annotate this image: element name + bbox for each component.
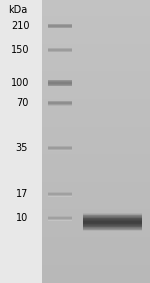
Bar [0, 0, 42, 283]
Bar [83, 213, 142, 214]
Bar [83, 219, 142, 220]
Bar [83, 222, 142, 223]
Bar [83, 229, 142, 230]
Bar [83, 221, 142, 222]
Text: 70: 70 [16, 98, 28, 108]
Bar [83, 227, 142, 228]
Bar [83, 216, 142, 217]
Bar [48, 84, 72, 85]
Bar [48, 80, 72, 81]
Bar [48, 81, 72, 82]
Bar [83, 225, 142, 226]
Text: 210: 210 [11, 21, 29, 31]
Bar [83, 226, 142, 227]
Bar [83, 218, 142, 219]
Bar [42, 0, 150, 283]
Bar [83, 214, 142, 215]
Text: 150: 150 [11, 45, 29, 55]
Bar [48, 82, 72, 83]
Bar [48, 83, 72, 84]
Bar [83, 215, 142, 216]
Bar [48, 86, 72, 87]
Bar [83, 224, 142, 225]
Text: 17: 17 [16, 189, 28, 199]
Bar [83, 223, 142, 224]
Bar [83, 220, 142, 221]
Text: 35: 35 [16, 143, 28, 153]
Bar [83, 228, 142, 229]
Bar [83, 230, 142, 231]
Bar [48, 85, 72, 86]
Text: kDa: kDa [8, 5, 28, 15]
Text: 10: 10 [16, 213, 28, 223]
Bar [83, 217, 142, 218]
Text: 100: 100 [11, 78, 29, 88]
